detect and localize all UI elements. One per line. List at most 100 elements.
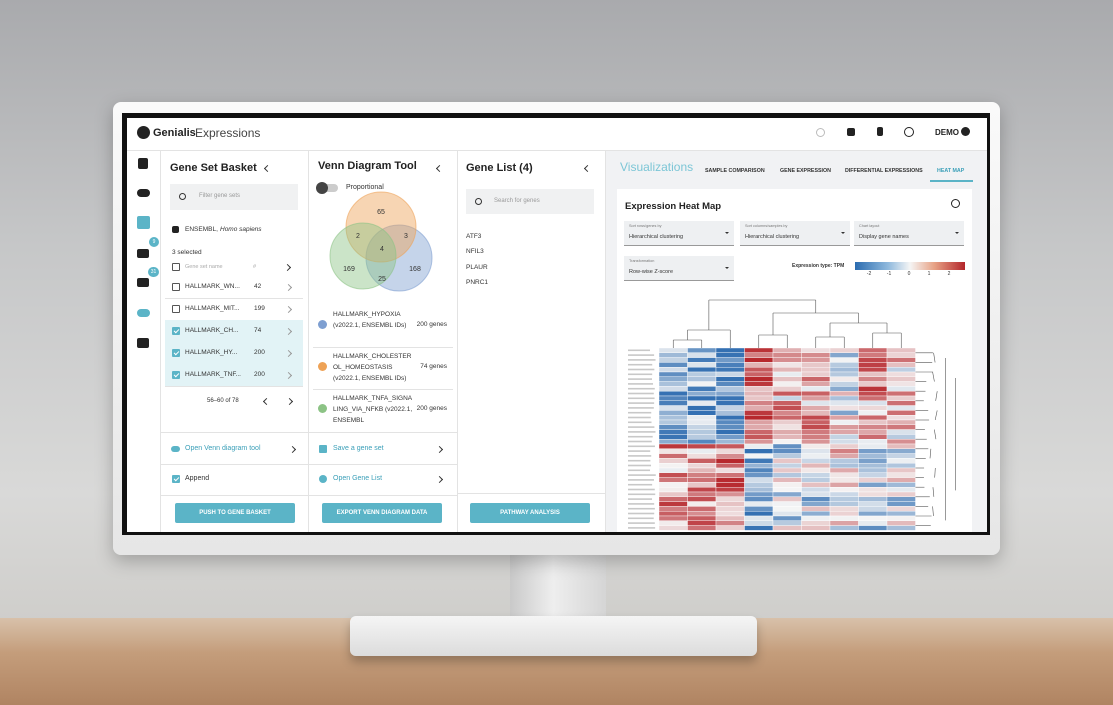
gene[interactable]: PLAUR — [466, 263, 488, 271]
heatmap-cell — [715, 491, 745, 498]
heatmap-cell — [715, 486, 745, 493]
row-checkbox[interactable] — [172, 327, 180, 335]
heatmap-cell — [886, 486, 916, 493]
heatmap-cell — [886, 506, 916, 512]
heatmap-cell — [687, 381, 717, 387]
push-button[interactable]: PUSH TO GENE BASKET — [175, 503, 295, 523]
row-chevron[interactable] — [284, 283, 293, 292]
user-icon[interactable] — [961, 127, 970, 136]
heatmap-cell — [858, 386, 888, 392]
tab[interactable]: DIFFERENTIAL EXPRESSIONS — [845, 168, 923, 174]
pathway-button[interactable]: PATHWAY ANALYSIS — [470, 503, 590, 523]
row-checkbox[interactable] — [172, 349, 180, 357]
heatmap-cell — [801, 381, 831, 387]
heatmap-cell — [829, 486, 859, 493]
collapse[interactable] — [583, 164, 592, 173]
open-gene-list[interactable]: Open Gene List — [333, 475, 383, 482]
select[interactable] — [740, 221, 850, 246]
nav-upload[interactable] — [137, 189, 150, 197]
gene-set-name[interactable]: HALLMARK_WN... — [185, 283, 240, 290]
heatmap-cell — [687, 448, 717, 454]
select[interactable] — [854, 221, 964, 246]
refresh-icon[interactable] — [816, 128, 825, 137]
heatmap-cell — [744, 434, 774, 440]
gene-set-name[interactable]: HALLMARK_MIT... — [185, 305, 240, 312]
help-icon[interactable] — [951, 199, 960, 208]
tab[interactable]: GENE EXPRESSION — [780, 168, 831, 174]
search-box[interactable] — [466, 189, 594, 214]
nav-list[interactable] — [137, 338, 149, 348]
collapse[interactable] — [435, 164, 444, 173]
prev-page[interactable] — [262, 397, 271, 406]
save-gene-set[interactable]: Save a gene set — [333, 445, 384, 452]
gene-set-name[interactable]: HALLMARK_CH... — [185, 327, 239, 334]
export-button[interactable]: EXPORT VENN DIAGRAM DATA — [322, 503, 442, 523]
heatmap-cell — [772, 390, 802, 397]
heatmap-cell — [829, 496, 859, 502]
heatmap-cell — [772, 371, 802, 378]
heatmap-cell — [687, 443, 717, 450]
sort[interactable] — [283, 263, 292, 272]
heatmap-cell — [658, 477, 688, 483]
gene[interactable]: PNRC1 — [466, 278, 489, 286]
gene[interactable]: NFIL3 — [466, 248, 484, 256]
heatmap-cell — [744, 448, 774, 454]
row-checkbox[interactable] — [172, 283, 180, 291]
heatmap-cell — [715, 506, 745, 512]
select[interactable] — [624, 256, 734, 281]
venn-count: 65 — [377, 209, 385, 216]
nav-charts[interactable] — [137, 216, 150, 229]
search-box[interactable] — [170, 184, 298, 210]
heatmap-cell — [744, 362, 774, 368]
row-chevron[interactable] — [284, 305, 293, 314]
heatmap-cell — [801, 405, 831, 411]
row-label — [628, 498, 653, 500]
divider — [313, 389, 453, 390]
pagination: 56–60 of 78 — [207, 398, 239, 404]
heatmap-cell — [772, 491, 802, 498]
heatmap-cell — [801, 362, 831, 368]
select-all[interactable] — [172, 263, 180, 271]
chevron — [288, 445, 297, 454]
heatmap-cell — [858, 491, 888, 498]
venn-circle — [345, 191, 417, 263]
heatmap-cell — [829, 414, 859, 421]
tab[interactable]: SAMPLE COMPARISON — [705, 168, 765, 174]
heatmap-cell — [687, 486, 717, 493]
gene-set-name[interactable]: HALLMARK_TNF... — [185, 371, 241, 378]
nav-venn[interactable] — [137, 309, 150, 317]
set-genes: 200 genes — [416, 405, 447, 412]
download-icon[interactable] — [847, 128, 855, 136]
heatmap-cell — [886, 443, 916, 450]
bookmark-icon[interactable] — [877, 127, 883, 136]
heatmap-cell — [772, 410, 802, 416]
venn-count: 169 — [343, 266, 355, 273]
heatmap-cell — [715, 501, 745, 507]
nav-table[interactable] — [137, 278, 149, 287]
help-icon[interactable] — [904, 127, 914, 137]
row-checkbox[interactable] — [172, 305, 180, 313]
heatmap-cell — [829, 429, 859, 435]
next-page[interactable] — [285, 397, 294, 406]
heatmap-cell — [715, 414, 745, 421]
gene-set-name[interactable]: HALLMARK_HY... — [185, 349, 238, 356]
venn-count: 4 — [380, 246, 384, 253]
heatmap-cell — [715, 515, 745, 522]
nav-basket[interactable] — [137, 249, 149, 258]
collapse[interactable] — [263, 164, 272, 173]
venn-circle — [365, 224, 433, 292]
heatmap-cell — [829, 434, 859, 440]
row-checkbox[interactable] — [172, 371, 180, 379]
tab[interactable]: HEAT MAP — [937, 168, 965, 174]
row-label — [628, 426, 655, 428]
heatmap-cell — [829, 491, 859, 498]
heatmap-cell — [772, 376, 802, 382]
append-checkbox[interactable] — [172, 475, 180, 483]
gene[interactable]: ATF3 — [466, 233, 482, 240]
open-venn[interactable]: Open Venn diagram tool — [185, 445, 261, 452]
heatmap-cell — [744, 410, 774, 416]
gene-set-count: 74 — [254, 327, 262, 334]
nav-search[interactable] — [138, 158, 148, 169]
user[interactable]: DEMO — [935, 128, 959, 137]
select[interactable] — [624, 221, 734, 246]
